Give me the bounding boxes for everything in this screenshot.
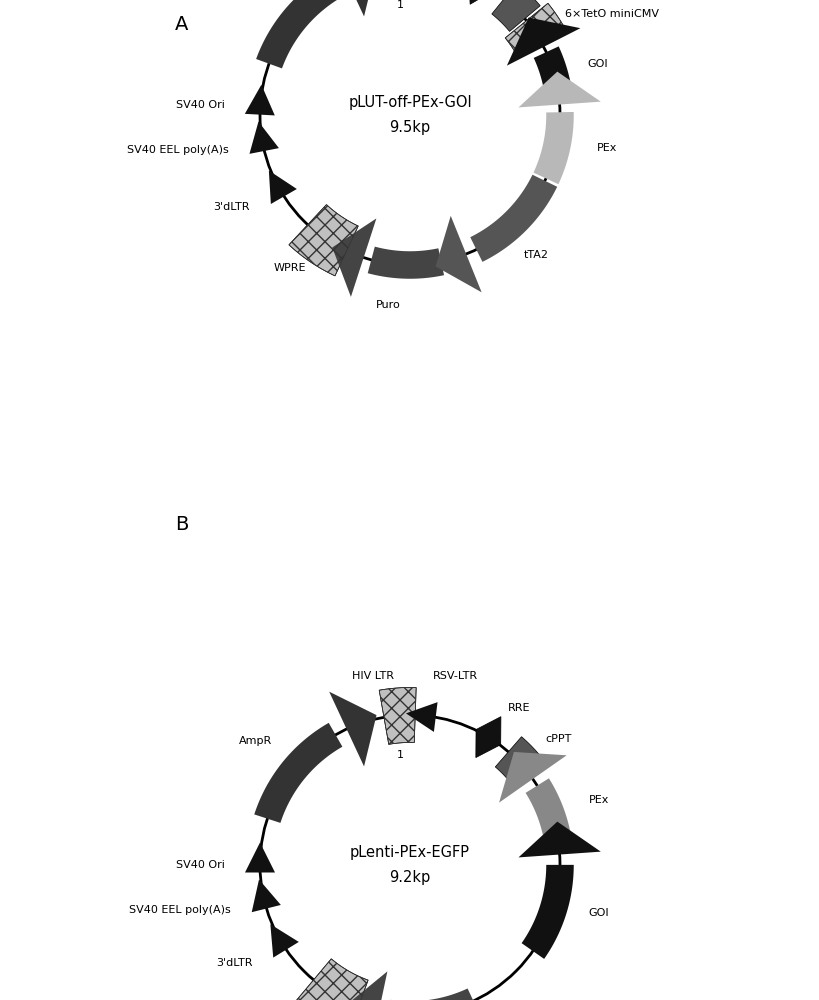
Text: SV40 EEL poly(A)s: SV40 EEL poly(A)s [126,145,229,155]
Polygon shape [249,122,278,154]
Text: 6×TetO miniCMV: 6×TetO miniCMV [564,9,658,19]
Text: 9.2kp: 9.2kp [389,870,430,885]
Text: GOI: GOI [587,59,608,69]
Text: GOI: GOI [588,908,609,918]
Polygon shape [367,247,444,279]
Text: tTA2: tTA2 [523,250,548,260]
Polygon shape [495,737,543,785]
Polygon shape [405,702,437,732]
Text: pLUT-off-PEx-GOI: pLUT-off-PEx-GOI [348,95,471,110]
Text: SV40 Ori: SV40 Ori [176,860,224,870]
Text: AmpR: AmpR [239,736,272,746]
Text: 3'dLTR: 3'dLTR [213,202,250,213]
Polygon shape [378,688,416,744]
Text: SV40 EEL poly(A)s: SV40 EEL poly(A)s [129,905,230,915]
Text: PEx: PEx [588,795,609,805]
Polygon shape [296,959,368,1000]
Polygon shape [328,0,376,16]
Text: B: B [174,515,188,534]
Polygon shape [245,842,274,872]
Text: 9.5kp: 9.5kp [389,120,430,135]
Text: RRE: RRE [508,703,530,713]
Polygon shape [245,85,274,115]
Polygon shape [269,171,296,204]
Text: Puro: Puro [375,300,400,310]
Text: PEx: PEx [596,143,617,153]
Text: RSV-LTR: RSV-LTR [432,671,477,681]
Polygon shape [435,216,481,292]
Text: SV40 Ori: SV40 Ori [176,100,225,110]
Polygon shape [328,692,376,766]
Polygon shape [533,112,573,184]
Polygon shape [518,822,600,857]
Text: A: A [174,15,188,34]
Polygon shape [469,175,556,262]
Polygon shape [499,752,566,803]
Text: cPPT: cPPT [545,734,571,744]
Polygon shape [254,723,342,823]
Polygon shape [256,0,342,68]
Polygon shape [505,3,566,57]
Text: 1: 1 [396,0,403,10]
Polygon shape [346,971,387,1000]
Polygon shape [251,879,280,912]
Polygon shape [525,778,572,853]
Text: 1: 1 [396,750,403,760]
Polygon shape [468,0,494,4]
Polygon shape [506,17,580,66]
Polygon shape [521,865,573,959]
Polygon shape [288,205,358,276]
Polygon shape [386,988,478,1000]
Text: 3'dLTR: 3'dLTR [216,958,253,968]
Polygon shape [270,924,298,958]
Polygon shape [518,72,600,107]
Polygon shape [475,717,500,758]
Text: WPRE: WPRE [274,263,306,273]
Text: HIV LTR: HIV LTR [351,671,393,681]
Polygon shape [533,46,572,103]
Polygon shape [491,0,540,31]
Text: pLenti-PEx-EGFP: pLenti-PEx-EGFP [350,845,469,860]
Polygon shape [332,218,376,297]
